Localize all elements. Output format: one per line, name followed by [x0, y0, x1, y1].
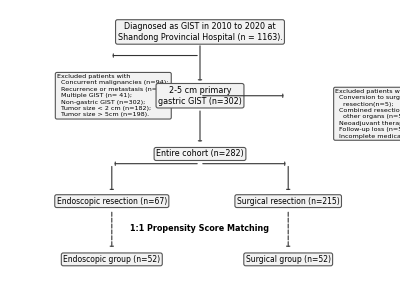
Text: Excluded patients with
  Concurrent malignancies (n=94);
  Recurrence or metasta: Excluded patients with Concurrent malign…: [57, 74, 170, 117]
Text: Surgical resection (n=215): Surgical resection (n=215): [237, 197, 340, 206]
Text: Excluded patients with
  Conversion to surgical
    resection(n=5);
  Combined r: Excluded patients with Conversion to sur…: [335, 89, 400, 139]
Text: Surgical group (n=52): Surgical group (n=52): [246, 255, 331, 264]
Text: Endoscopic group (n=52): Endoscopic group (n=52): [63, 255, 160, 264]
Text: 2-5 cm primary
gastric GIST (n=302): 2-5 cm primary gastric GIST (n=302): [158, 85, 242, 106]
Text: Diagnosed as GIST in 2010 to 2020 at
Shandong Provincial Hospital (n = 1163).: Diagnosed as GIST in 2010 to 2020 at Sha…: [118, 22, 282, 42]
Text: Endoscopic resection (n=67): Endoscopic resection (n=67): [57, 197, 167, 206]
Text: Entire cohort (n=282): Entire cohort (n=282): [156, 149, 244, 158]
Text: 1:1 Propensity Score Matching: 1:1 Propensity Score Matching: [130, 224, 270, 233]
